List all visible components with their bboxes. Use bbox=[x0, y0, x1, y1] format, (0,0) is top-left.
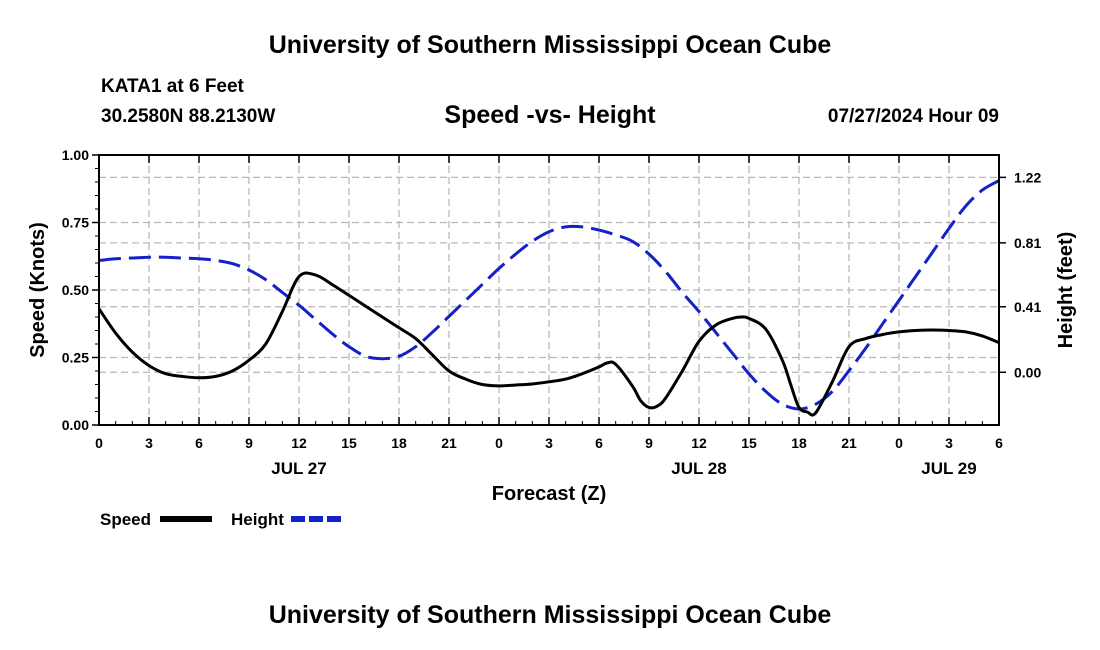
x-tick-label: 18 bbox=[391, 435, 407, 451]
grid-lines bbox=[99, 155, 999, 425]
datetime-label: 07/27/2024 Hour 09 bbox=[827, 106, 999, 127]
x-tick-label: 21 bbox=[441, 435, 457, 451]
axes-layer: 0 3 6 9 12 15 18 21 0 3 6 9 12 15 18 21 0 3 6 JUL 27 JUL 28 J… bbox=[62, 147, 1042, 478]
x-tick-label: 12 bbox=[291, 435, 307, 451]
x-tick-label: 18 bbox=[791, 435, 807, 451]
y-right-tick-label: 1.22 bbox=[1014, 169, 1041, 185]
y-left-tick-label: 0.00 bbox=[62, 417, 89, 433]
y-left-tick-label: 0.25 bbox=[62, 350, 89, 366]
series-line-speed bbox=[97, 271, 1000, 417]
header-title: University of Southern Mississippi Ocean… bbox=[268, 31, 832, 59]
y-left-tick-label: 0.75 bbox=[62, 215, 89, 231]
y-axis-left-label: Speed (Knots) bbox=[27, 222, 49, 358]
x-tick-label: 6 bbox=[995, 435, 1003, 451]
legend-speed-label: Speed bbox=[100, 510, 151, 529]
y-axis-right-label: Height (feet) bbox=[1055, 232, 1077, 349]
x-tick-label: 0 bbox=[895, 435, 903, 451]
x-tick-label: 0 bbox=[95, 435, 103, 451]
y-right-tick-label: 0.81 bbox=[1014, 235, 1041, 251]
x-tick-label: 21 bbox=[841, 435, 857, 451]
legend-height-label: Height bbox=[231, 510, 284, 529]
y-right-tick-label: 0.41 bbox=[1014, 299, 1041, 315]
footer-title: University of Southern Mississippi Ocean… bbox=[268, 601, 832, 629]
x-day-label: JUL 27 bbox=[271, 459, 326, 478]
x-tick-label: 3 bbox=[945, 435, 953, 451]
x-tick-label: 15 bbox=[741, 435, 757, 451]
x-tick-label: 0 bbox=[495, 435, 503, 451]
x-tick-label: 9 bbox=[645, 435, 653, 451]
x-day-label: JUL 28 bbox=[671, 459, 726, 478]
y-left-tick-label: 1.00 bbox=[62, 147, 89, 163]
x-tick-label: 3 bbox=[545, 435, 553, 451]
series-line-height bbox=[98, 179, 1000, 411]
x-tick-label: 6 bbox=[195, 435, 203, 451]
y-left-tick-label: 0.50 bbox=[62, 282, 89, 298]
series-layer bbox=[97, 179, 1000, 417]
x-tick-label: 12 bbox=[691, 435, 707, 451]
x-tick-label: 15 bbox=[341, 435, 357, 451]
station-label: KATA1 at 6 Feet bbox=[101, 76, 244, 97]
x-day-label: JUL 29 bbox=[921, 459, 976, 478]
x-axis-label: Forecast (Z) bbox=[492, 483, 606, 505]
x-tick-label: 3 bbox=[145, 435, 153, 451]
speed-height-chart: 0 3 6 9 12 15 18 21 0 3 6 9 12 15 18 21 0 3 6 JUL 27 JUL 28 J… bbox=[27, 147, 1077, 529]
chart-title: Speed -vs- Height bbox=[444, 101, 656, 129]
y-right-tick-label: 0.00 bbox=[1014, 364, 1041, 380]
coords-label: 30.2580N 88.2130W bbox=[101, 106, 276, 127]
x-tick-label: 6 bbox=[595, 435, 603, 451]
x-tick-label: 9 bbox=[245, 435, 253, 451]
